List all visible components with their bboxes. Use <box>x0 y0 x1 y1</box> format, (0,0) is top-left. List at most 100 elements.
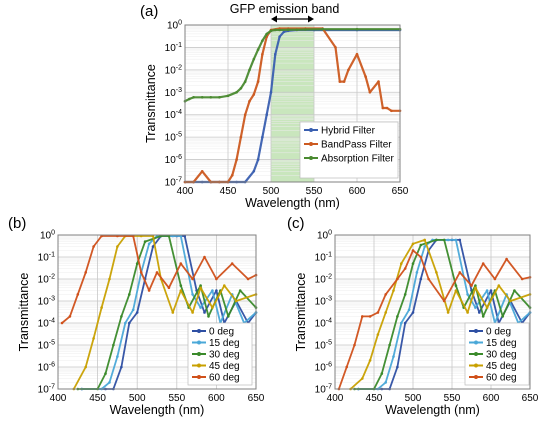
data-point <box>207 315 210 318</box>
data-point <box>411 249 415 252</box>
legend-marker <box>197 329 201 333</box>
data-point <box>286 28 290 32</box>
data-point <box>265 32 269 36</box>
data-point <box>171 311 175 314</box>
legend-entry: 30 deg <box>486 350 517 361</box>
data-point <box>265 113 269 116</box>
arrow-head-left <box>271 15 277 23</box>
data-point <box>419 255 423 259</box>
data-point <box>377 80 380 83</box>
data-point <box>403 267 407 270</box>
data-point <box>131 308 135 312</box>
y-tick-label: 10-5 <box>38 340 55 352</box>
data-point <box>334 46 337 49</box>
data-point <box>376 333 380 336</box>
data-point <box>215 277 218 281</box>
data-point <box>509 299 512 303</box>
y-tick-label: 10-2 <box>315 274 332 286</box>
y-tick-label: 10-3 <box>38 296 55 308</box>
data-point <box>235 91 238 94</box>
data-point <box>282 30 286 34</box>
data-point <box>135 311 139 314</box>
data-point <box>143 240 147 243</box>
data-point <box>227 315 230 318</box>
data-point <box>392 355 395 358</box>
data-point <box>392 289 395 292</box>
data-point <box>151 245 155 248</box>
panel-label: (c) <box>287 215 305 232</box>
x-tick-label: 500 <box>129 393 146 404</box>
data-point <box>501 315 505 318</box>
data-point <box>353 343 356 347</box>
data-point <box>278 35 281 38</box>
data-point <box>474 286 477 290</box>
data-point <box>68 315 72 318</box>
legend-entry: Absorption Filter <box>321 154 394 165</box>
data-point <box>411 311 415 314</box>
x-tick-label: 650 <box>522 393 539 404</box>
data-point <box>226 94 230 98</box>
data-point <box>128 293 131 296</box>
x-tick-label: 500 <box>405 393 422 404</box>
data-point <box>466 293 469 296</box>
data-point <box>376 311 380 314</box>
data-point <box>209 96 213 99</box>
data-point <box>231 173 234 177</box>
data-point <box>104 372 107 375</box>
data-point <box>384 311 388 314</box>
legend-marker <box>474 363 478 368</box>
data-point <box>135 262 139 265</box>
data-point <box>199 286 202 290</box>
data-point <box>385 106 389 110</box>
x-tick-label: 450 <box>220 186 237 197</box>
x-axis-label: Wavelength (nm) <box>385 403 480 417</box>
x-tick-label: 600 <box>208 393 225 404</box>
data-point <box>211 289 214 292</box>
legend-entry: 15 deg <box>486 338 517 349</box>
arrow-head-right <box>308 15 314 23</box>
data-point <box>446 311 450 314</box>
data-point <box>238 289 242 292</box>
data-point <box>361 315 364 318</box>
x-tick-label: 650 <box>248 393 265 404</box>
data-point <box>252 57 256 61</box>
data-point <box>388 343 391 347</box>
data-point <box>256 48 260 51</box>
data-point <box>92 245 95 248</box>
legend-box <box>299 121 399 179</box>
series-line-3 <box>73 235 257 390</box>
x-tick-label: 500 <box>263 186 280 197</box>
data-point <box>278 28 281 32</box>
data-point <box>200 96 204 99</box>
data-point <box>423 238 427 242</box>
legend-entry: 30 deg <box>209 350 240 361</box>
data-point <box>191 293 194 296</box>
y-tick-label: 10-7 <box>315 384 332 396</box>
data-point <box>368 315 372 318</box>
data-point <box>239 135 243 139</box>
data-point <box>458 271 462 274</box>
x-tick-label: 650 <box>392 186 409 197</box>
data-point <box>481 262 485 265</box>
data-point <box>274 52 277 56</box>
panel-label: (a) <box>140 3 158 20</box>
x-tick-label: 400 <box>50 393 67 404</box>
data-point <box>252 93 256 96</box>
data-point <box>243 80 247 83</box>
data-point <box>304 28 307 31</box>
panel-1: 10-7 10-6 10-5 10-4 10-3 10-2 10-1 100 400 450 500… <box>8 215 265 417</box>
data-point <box>234 299 238 303</box>
y-tick-label: 10-1 <box>38 252 55 264</box>
y-tick-label: 10-3 <box>315 296 332 308</box>
data-point <box>338 80 342 83</box>
data-point <box>481 315 485 318</box>
y-tick-label: 10-5 <box>165 132 182 144</box>
data-point <box>120 365 123 369</box>
data-point <box>513 289 516 292</box>
y-axis-label: Transmittance <box>294 273 308 352</box>
legend-entry: 60 deg <box>486 373 517 384</box>
legend-marker <box>474 329 478 333</box>
data-point <box>235 158 238 161</box>
data-point <box>203 255 206 259</box>
data-point <box>252 170 256 173</box>
